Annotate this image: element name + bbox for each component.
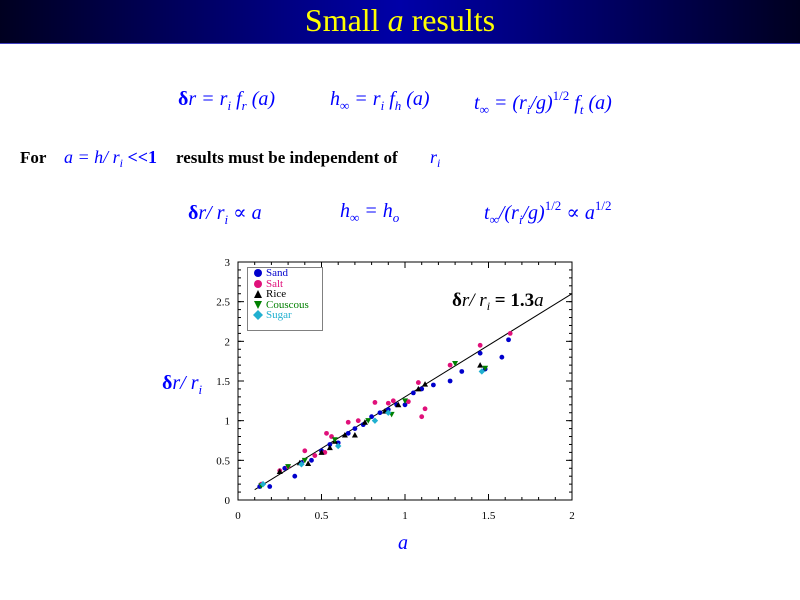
legend-label-sand: Sand xyxy=(266,267,288,279)
chart-legend: Sand Salt Rice Couscous Sugar xyxy=(247,267,323,331)
data-point-sand xyxy=(499,354,505,360)
y-tick-label: 0 xyxy=(225,495,231,507)
data-point-rice xyxy=(351,431,358,438)
statement-text: results must be independent of xyxy=(176,148,398,167)
data-point-sand xyxy=(267,484,273,489)
data-point-salt xyxy=(415,380,421,385)
statement-variable: ri xyxy=(430,147,441,170)
data-point-sand xyxy=(369,414,374,420)
data-point-salt xyxy=(419,414,425,420)
y-tick-label: 0.5 xyxy=(216,455,230,467)
data-point-salt xyxy=(345,419,351,425)
y-tick-label: 1.5 xyxy=(216,376,230,388)
condition-expression: a = h/ ri <<1 xyxy=(64,147,158,170)
legend-marker-sugar xyxy=(253,310,263,321)
data-point-rice xyxy=(422,381,429,387)
legend-item-rice: Rice xyxy=(248,289,322,300)
data-point-sugar xyxy=(478,368,486,375)
x-tick-label: 0 xyxy=(235,510,241,522)
data-point-couscous xyxy=(285,464,292,470)
x-tick-label: 0.5 xyxy=(315,510,329,522)
legend-item-couscous: Couscous xyxy=(248,298,322,311)
legend-marker-rice xyxy=(253,289,263,299)
equation-h-infinity: h∞ = ri fh (a) xyxy=(330,88,430,113)
data-point-sand xyxy=(447,378,453,384)
data-point-salt xyxy=(422,406,428,412)
data-point-sand xyxy=(345,430,351,436)
data-point-sugar xyxy=(298,461,305,468)
data-point-couscous xyxy=(402,398,408,404)
data-point-salt xyxy=(447,362,453,368)
data-point-rice xyxy=(326,444,333,451)
x-tick-label: 1.5 xyxy=(482,510,496,522)
y-tick-label: 2 xyxy=(225,336,231,348)
data-point-couscous xyxy=(331,437,338,443)
data-point-sand xyxy=(309,457,314,463)
legend-marker-sand xyxy=(253,268,263,278)
data-point-salt xyxy=(385,400,391,406)
legend-label-couscous: Couscous xyxy=(266,298,309,311)
data-point-rice xyxy=(318,449,325,455)
data-point-sand xyxy=(402,402,408,408)
y-tick-label: 3 xyxy=(225,257,231,269)
y-tick-label: 1 xyxy=(225,416,231,428)
data-point-rice xyxy=(361,419,368,425)
legend-item-sand: Sand xyxy=(248,268,322,279)
equation-delta-r: δr = ri fr (a) xyxy=(178,88,276,113)
legend-label-salt: Salt xyxy=(266,277,284,290)
data-point-salt xyxy=(477,342,483,348)
legend-label-rice: Rice xyxy=(266,288,287,300)
scaling-t-infinity: t∞/(ri/g)1/2 ∝ a1/2 xyxy=(484,198,612,227)
data-point-salt xyxy=(355,418,361,424)
data-point-rice xyxy=(477,362,484,368)
data-point-salt xyxy=(372,400,378,405)
data-point-couscous xyxy=(365,418,372,424)
for-label: For xyxy=(20,148,47,167)
x-axis-label: a xyxy=(398,532,408,554)
legend-marker-couscous xyxy=(253,300,263,310)
data-point-sugar xyxy=(259,480,267,488)
scaling-delta-r: δr/ ri ∝ a xyxy=(188,202,262,227)
x-tick-label: 2 xyxy=(569,510,575,522)
data-point-sugar xyxy=(385,409,392,416)
data-point-salt xyxy=(324,430,329,436)
legend-item-salt: Salt xyxy=(248,277,322,290)
legend-label-sugar: Sugar xyxy=(266,309,292,321)
slide-title: Small a results xyxy=(304,2,496,38)
data-point-salt xyxy=(405,399,411,405)
fit-equation-label: δr/ ri = 1.3a xyxy=(452,290,544,313)
data-point-sand xyxy=(506,337,511,343)
title-bar xyxy=(0,0,800,44)
data-point-rice xyxy=(395,401,402,408)
data-point-couscous xyxy=(452,361,459,367)
data-point-salt xyxy=(302,448,308,454)
data-point-sand xyxy=(377,410,383,416)
equation-t-infinity: t∞ = (ri/g)1/2 ft (a) xyxy=(474,88,612,117)
data-point-couscous xyxy=(301,457,308,464)
legend-item-sugar: Sugar xyxy=(248,310,322,321)
data-point-rice xyxy=(415,385,422,392)
y-tick-label: 2.5 xyxy=(216,297,230,309)
data-point-sugar xyxy=(371,417,379,424)
data-point-sand xyxy=(459,369,465,374)
data-point-sand xyxy=(327,442,333,447)
data-point-couscous xyxy=(482,365,489,372)
data-point-rice xyxy=(341,431,348,438)
data-point-sand xyxy=(352,426,358,431)
y-axis-label: δr/ ri xyxy=(162,372,203,397)
data-point-sand xyxy=(292,473,298,479)
data-point-sand xyxy=(477,350,483,356)
data-point-sugar xyxy=(335,442,342,450)
scaling-h-infinity: h∞ = ho xyxy=(340,200,400,225)
data-point-rice xyxy=(276,468,283,474)
legend-marker-salt xyxy=(253,279,263,289)
data-point-rice xyxy=(305,460,312,467)
data-point-salt xyxy=(312,453,318,458)
data-point-sand xyxy=(430,382,436,388)
data-point-sand xyxy=(410,390,416,396)
data-point-salt xyxy=(507,331,513,336)
x-tick-label: 1 xyxy=(402,510,408,522)
data-point-salt xyxy=(390,398,396,404)
